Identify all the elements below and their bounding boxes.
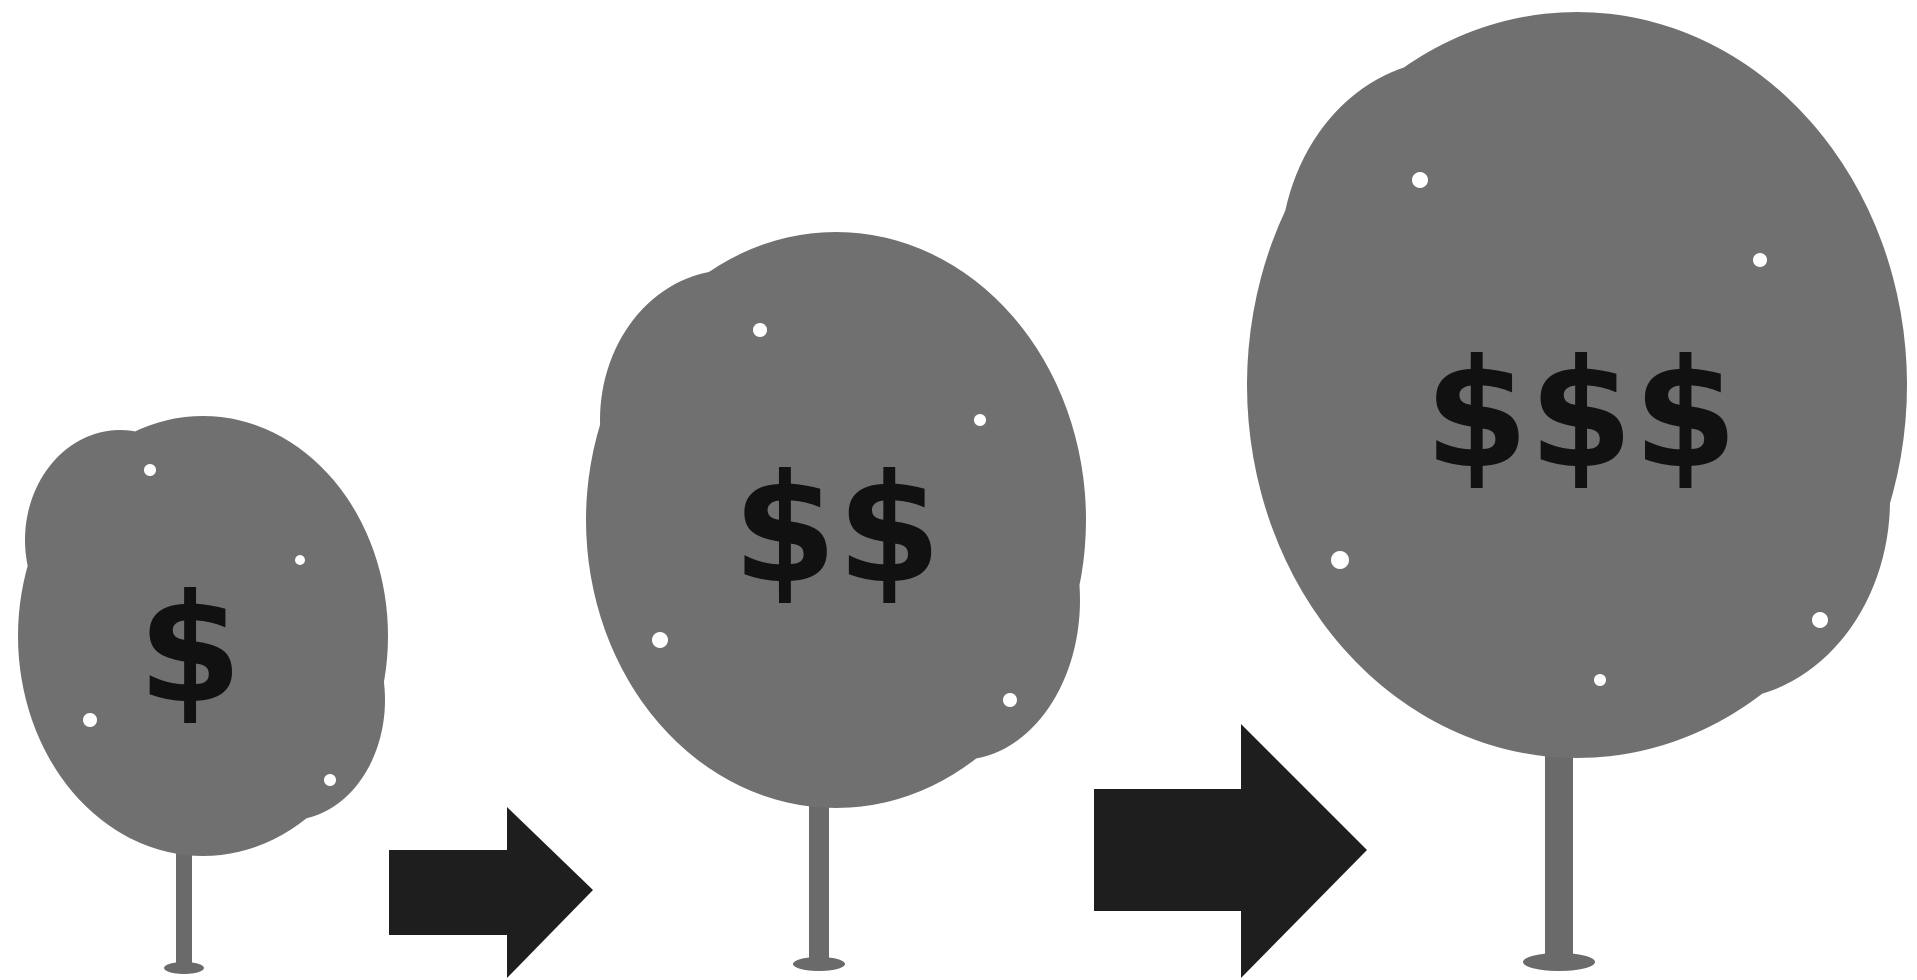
leaf-gap bbox=[324, 774, 336, 786]
leaf-gap bbox=[1412, 172, 1428, 188]
leaf-gap bbox=[1594, 674, 1606, 686]
trunk-base bbox=[1523, 953, 1595, 971]
leaf-gap bbox=[144, 464, 156, 476]
trunk-base bbox=[164, 962, 204, 974]
tree-label: $ bbox=[138, 563, 242, 737]
leaf-gap bbox=[1812, 612, 1828, 628]
tree-small: $ bbox=[18, 416, 388, 974]
tree-large: $$$ bbox=[1247, 12, 1907, 971]
illustration: $ $$ $$$ bbox=[0, 0, 1917, 980]
leaf-gap bbox=[974, 414, 986, 426]
tree-label: $$ bbox=[733, 443, 942, 617]
leaf-gap bbox=[1003, 693, 1017, 707]
arrow bbox=[1094, 724, 1367, 978]
leaf-gap bbox=[83, 713, 97, 727]
leaf-gap bbox=[753, 323, 767, 337]
trunk bbox=[809, 780, 829, 966]
leaf-gap bbox=[652, 632, 668, 648]
arrow bbox=[389, 807, 593, 978]
leaf-gap bbox=[1331, 551, 1349, 569]
tree-label: $$$ bbox=[1424, 328, 1737, 502]
trunk-base bbox=[793, 957, 845, 971]
leaf-gap bbox=[1753, 253, 1767, 267]
tree-medium: $$ bbox=[586, 232, 1086, 971]
leaf-gap bbox=[295, 555, 305, 565]
